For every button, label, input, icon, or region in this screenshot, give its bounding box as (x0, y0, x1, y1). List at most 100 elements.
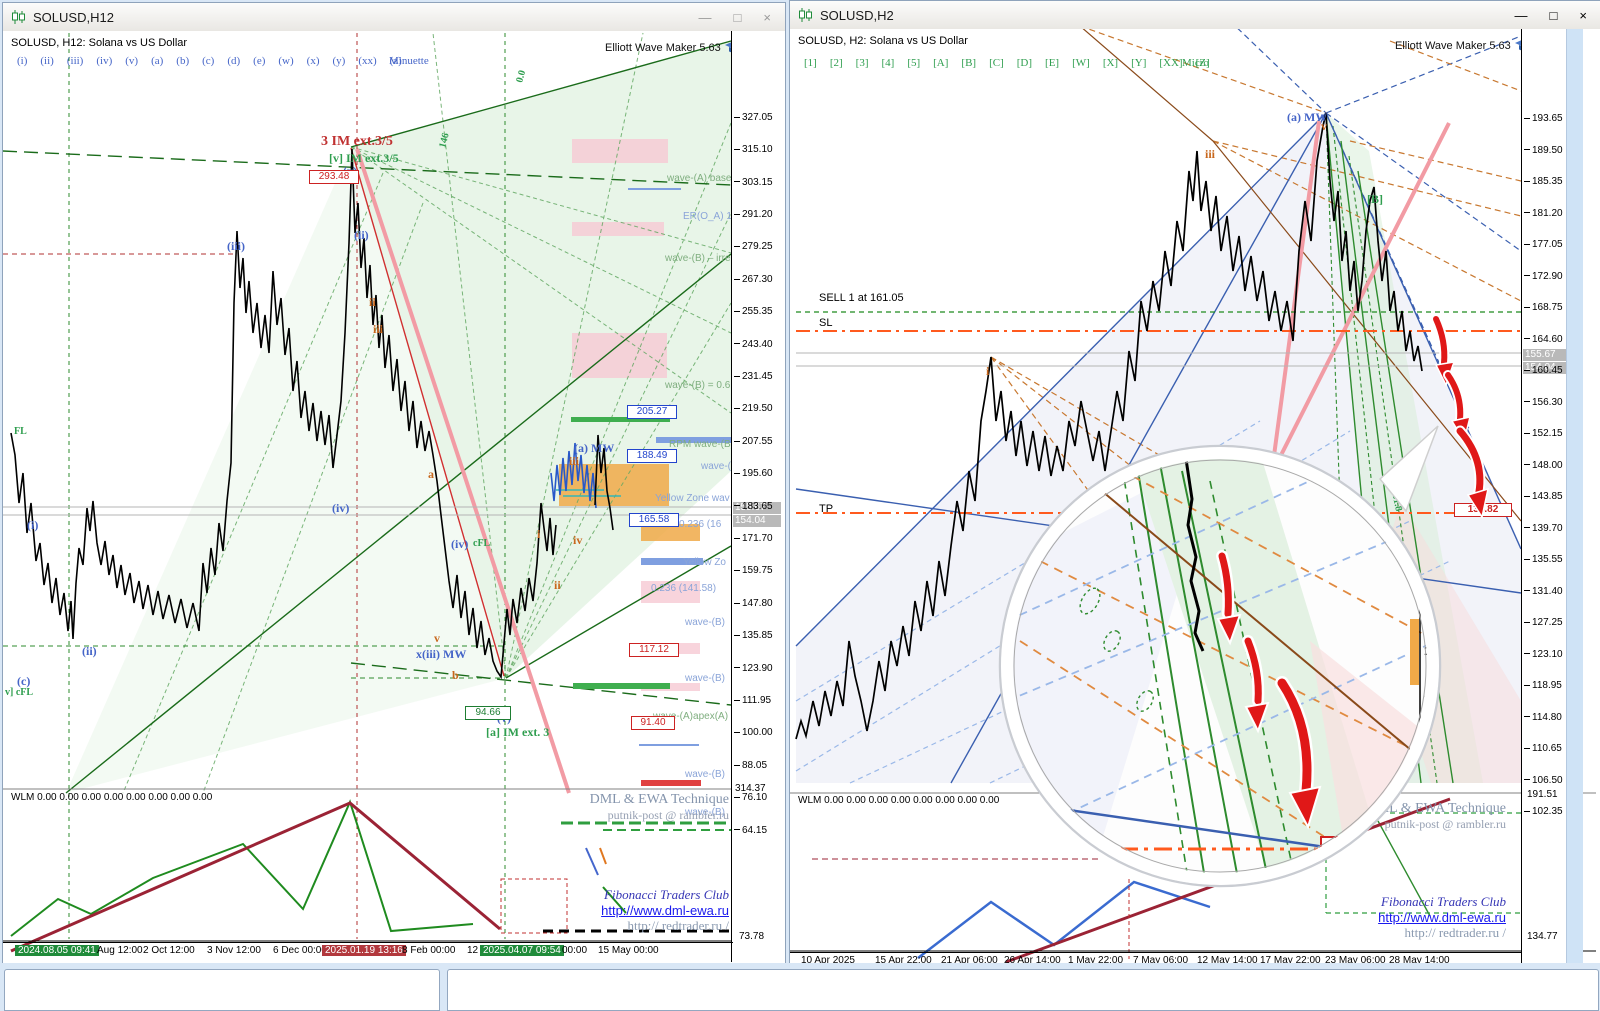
price-tick: 279.25 (734, 241, 773, 252)
shaded-zones (796, 113, 1521, 783)
time-label: 7 May 06:00 (1133, 955, 1189, 966)
titlebar-h12[interactable]: SOLUSD,H12 — □ × (3, 3, 785, 32)
time-axis-h12[interactable]: 2024.08.05 09:41 Aug 12:00 2 Oct 12:00 3 No… (3, 942, 733, 963)
chart-area-h2[interactable]: SOLUSD, H2: Solana vs US Dollar [1] [2] [3… (790, 29, 1600, 988)
left-chart-graphics (3, 32, 733, 953)
price-tick: 177.05 (1524, 239, 1563, 250)
window-edge-strip (1566, 29, 1583, 988)
minimized-window[interactable] (4, 969, 440, 1011)
time-label: 8 Feb 00:00 (402, 945, 456, 956)
bid-price-box: 155.67 (1523, 349, 1571, 361)
time-label: 21 Apr 06:00 (941, 955, 998, 966)
ewm-branding: Elliott Wave Maker 5.63 (1395, 39, 1533, 52)
price-tick: 148.00 (1524, 460, 1563, 471)
time-label: 17 May 22:00 (1260, 955, 1321, 966)
indicator-lines (3, 788, 733, 953)
titlebar-h2[interactable]: SOLUSD,H2 — □ × (790, 1, 1600, 30)
candles-series (10, 148, 614, 680)
price-tick: 156.30 (1524, 397, 1563, 408)
time-label: 6 Dec 00:00 (273, 945, 327, 956)
price-tick: 303.15 (734, 177, 773, 188)
candlestick-chart-icon (799, 8, 812, 22)
price-tick: 127.25 (1524, 617, 1563, 628)
price-tick: 291.20 (734, 209, 773, 220)
close-button[interactable]: × (763, 9, 771, 25)
price-tick: 171.70 (734, 533, 773, 544)
time-label: 2 Oct 12:00 (143, 945, 195, 956)
price-tick: 110.65 (1524, 743, 1562, 754)
price-tick: 139.70 (1524, 523, 1563, 534)
price-tick: 76.10 (734, 792, 767, 803)
minimize-button[interactable]: — (698, 9, 712, 25)
time-label: 28 May 14:00 (1389, 955, 1450, 966)
price-tick: 164.60 (1524, 334, 1563, 345)
time-label: 2024.08.05 09:41 (15, 945, 99, 956)
price-tick: 64.15 (734, 825, 767, 836)
window-title: SOLUSD,H2 (820, 7, 894, 23)
time-label: 12 May 14:00 (1197, 955, 1258, 966)
chart-area-h12[interactable]: SOLUSD, H12: Solana vs US Dollar (i) (ii)… (3, 31, 785, 964)
candlestick-chart-icon (12, 10, 25, 24)
time-label: 23 May 06:00 (1325, 955, 1386, 966)
price-tick: 152.15 (1524, 428, 1563, 439)
price-tick: 106.50 (1524, 775, 1563, 786)
time-label: 3 Nov 12:00 (207, 945, 261, 956)
price-tick: 114.80 (1524, 712, 1562, 723)
time-label: 12 (467, 945, 479, 956)
indicator-scale-bottom: 134.77 (1527, 931, 1558, 942)
price-tick: 168.75 (1524, 302, 1563, 313)
ewm-label: Elliott Wave Maker 5.63 (1395, 39, 1511, 52)
maximize-button[interactable]: □ (733, 9, 742, 25)
price-tick: 118.95 (1524, 680, 1562, 691)
indicator-scale-top: 191.51 (1527, 789, 1558, 800)
ewm-branding: Elliott Wave Maker 5.63 (605, 41, 743, 54)
price-scale-h12[interactable]: 155.67 154.04 327.05 315.10 303.15 291.20 27… (731, 31, 784, 962)
price-tick: 100.00 (734, 727, 773, 738)
price-tick: 193.65 (1524, 113, 1563, 124)
price-tick: 102.35 (1524, 806, 1563, 817)
indicator-lines (790, 792, 1596, 964)
minimized-window[interactable] (447, 969, 1599, 1011)
price-tick: 123.90 (734, 663, 773, 674)
price-tick: 143.85 (1524, 491, 1563, 502)
time-axis-h2[interactable]: 10 Apr 2025 15 Apr 22:00 21 Apr 06:00 26 Ap… (790, 952, 1521, 975)
window-solusd-h2: SOLUSD,H2 — □ × (789, 0, 1600, 989)
trend-lines (3, 40, 732, 794)
price-tick: 159.75 (734, 565, 773, 576)
time-label: 1 May 22:00 (1068, 955, 1124, 966)
price-tick: 207.55 (734, 436, 773, 447)
time-label: Aug 12:00 (97, 945, 143, 956)
price-tick: 147.80 (734, 598, 773, 609)
time-label: 26 Apr 14:00 (1004, 955, 1061, 966)
price-tick: 327.05 (734, 112, 773, 123)
price-tick: 219.50 (734, 403, 773, 414)
indicator-scale-bottom: 73.78 (739, 931, 765, 942)
price-tick: 315.10 (734, 144, 773, 155)
ask-price-box: 154.04 (733, 515, 781, 527)
price-tick: 131.40 (1524, 586, 1563, 597)
price-tick: 135.85 (734, 630, 773, 641)
level-bars (556, 188, 732, 786)
time-label: 10 Apr 2025 (801, 955, 855, 966)
window-title: SOLUSD,H12 (33, 9, 114, 25)
price-tick: 181.20 (1524, 208, 1563, 219)
price-tick: 195.60 (734, 468, 773, 479)
price-tick: 183.65 (734, 501, 773, 512)
mdi-dock (0, 963, 1600, 1011)
price-tick: 172.90 (1524, 271, 1563, 282)
close-button[interactable]: × (1579, 7, 1587, 23)
price-tick: 111.95 (734, 695, 771, 706)
right-chart-graphics (790, 29, 1596, 964)
price-tick: 267.30 (734, 274, 773, 285)
ewm-label: Elliott Wave Maker 5.63 (605, 41, 721, 54)
time-label: 00:00 (562, 945, 588, 956)
price-scale-h2[interactable]: 155.67 154.04 193.65 189.50 185.35 181.20 17… (1521, 29, 1574, 974)
maximize-button[interactable]: □ (1549, 7, 1558, 23)
price-tick: 243.40 (734, 339, 773, 350)
price-tick: 185.35 (1524, 176, 1563, 187)
candles-series (795, 112, 1423, 740)
time-label: 15 May 00:00 (598, 945, 659, 956)
minimize-button[interactable]: — (1514, 7, 1528, 23)
time-label: 15 Apr 22:00 (875, 955, 932, 966)
